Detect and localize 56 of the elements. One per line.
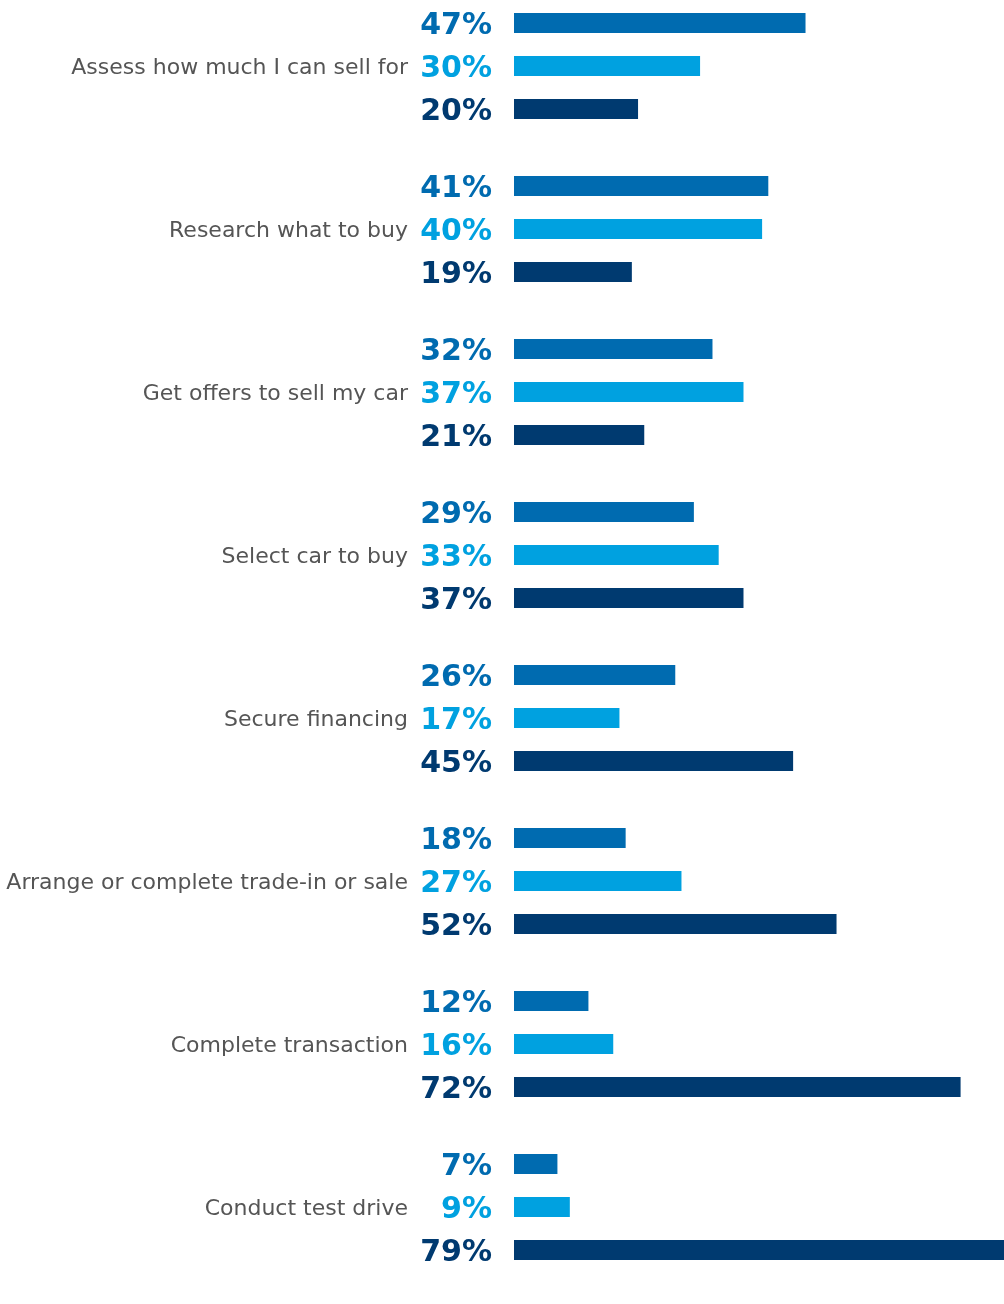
y-tick-label: Get offers to sell my car	[142, 379, 409, 405]
y-tick-label: Complete transaction	[170, 1031, 408, 1057]
bar	[514, 56, 701, 76]
y-tick-label: Research what to buy	[169, 216, 408, 242]
y-tick-label: Conduct test drive	[204, 1194, 408, 1220]
data-label: 37%	[420, 580, 492, 616]
data-label: 52%	[420, 906, 492, 942]
bar	[514, 751, 794, 771]
bar	[514, 99, 639, 119]
data-label: 16%	[420, 1026, 492, 1062]
bar	[514, 914, 837, 934]
data-label: 12%	[420, 983, 492, 1019]
bar	[514, 1240, 1004, 1260]
bar	[514, 665, 676, 685]
bar	[514, 828, 626, 848]
data-label: 20%	[420, 91, 492, 127]
bar	[514, 1034, 614, 1054]
bar	[514, 425, 645, 445]
y-tick-label: Select car to buy	[221, 542, 408, 568]
data-label: 30%	[420, 48, 492, 84]
data-label: 45%	[420, 743, 492, 779]
y-tick-label: Secure financing	[224, 705, 408, 731]
data-label: 7%	[441, 1146, 492, 1182]
bar	[514, 219, 763, 239]
data-label: 40%	[420, 211, 492, 247]
data-label: 9%	[441, 1189, 492, 1225]
data-label: 79%	[420, 1232, 492, 1268]
data-label: 37%	[420, 374, 492, 410]
data-label: 26%	[420, 657, 492, 693]
bar	[514, 382, 744, 402]
data-label: 32%	[420, 331, 492, 367]
bar	[514, 502, 694, 522]
bar	[514, 545, 719, 565]
bar	[514, 1197, 570, 1217]
data-label: 33%	[420, 537, 492, 573]
bar	[514, 339, 713, 359]
data-label: 17%	[420, 700, 492, 736]
data-label: 21%	[420, 417, 492, 453]
y-tick-label: Assess how much I can sell for	[71, 53, 409, 79]
data-label: 41%	[420, 168, 492, 204]
data-label: 29%	[420, 494, 492, 530]
bar	[514, 991, 589, 1011]
data-label: 27%	[420, 863, 492, 899]
bar	[514, 708, 620, 728]
bar	[514, 871, 682, 891]
data-label: 72%	[420, 1069, 492, 1105]
y-tick-label: Arrange or complete trade-in or sale	[6, 868, 408, 894]
bar	[514, 588, 744, 608]
bar	[514, 176, 769, 196]
data-label: 19%	[420, 254, 492, 290]
bar	[514, 1154, 558, 1174]
bar	[514, 13, 806, 33]
data-label: 47%	[420, 5, 492, 41]
data-label: 18%	[420, 820, 492, 856]
bar	[514, 1077, 961, 1097]
bar	[514, 262, 632, 282]
